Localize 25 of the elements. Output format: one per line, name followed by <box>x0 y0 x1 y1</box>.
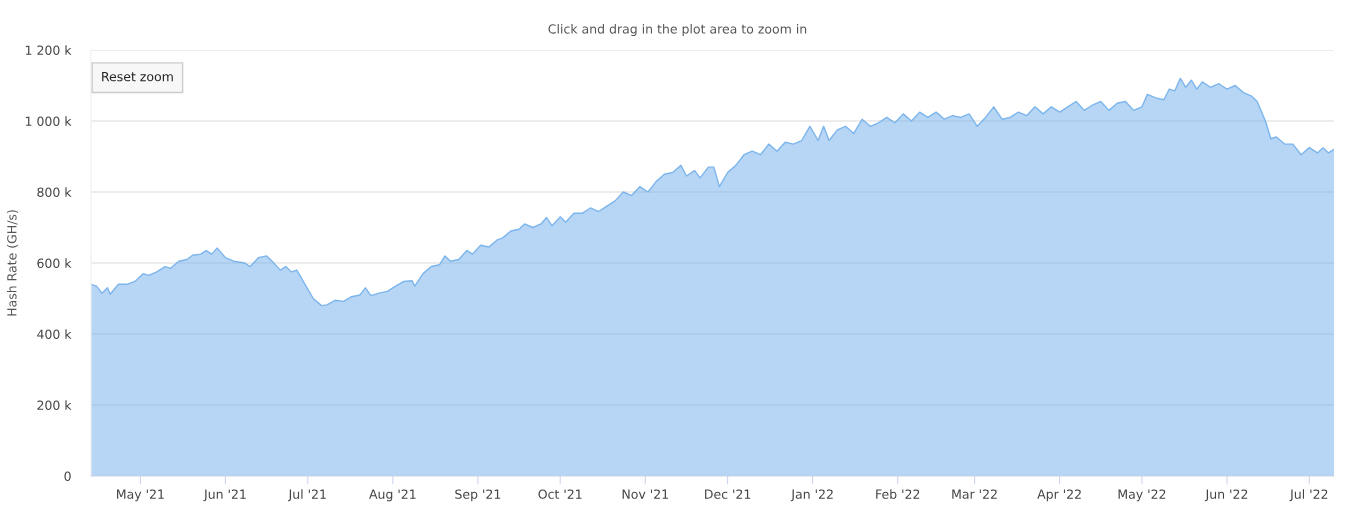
x-tick-label: Aug '21 <box>369 489 416 502</box>
x-tick-label: Nov '21 <box>622 489 668 499</box>
x-tick-label: Jan '22 <box>790 489 833 502</box>
x-tick-label: Jul '21 <box>287 489 326 502</box>
x-tick-label: Jun '21 <box>203 489 246 502</box>
x-tick-label: Apr '22 <box>1037 489 1081 502</box>
y-axis-title: Hash Rate (GH/s) <box>6 210 19 316</box>
x-tick-label: Jun '22 <box>1204 489 1248 502</box>
x-tick-label: Mar '22 <box>952 489 997 499</box>
x-tick-label: Dec '21 <box>705 489 751 499</box>
x-tick-label: Jul '22 <box>1289 489 1328 502</box>
y-tick-label: 800 k <box>37 187 72 197</box>
x-tick-label: May '22 <box>1118 489 1166 502</box>
y-tick-label: 200 k <box>37 400 72 410</box>
y-tick-label: 400 k <box>37 329 72 339</box>
y-tick-label: 1 200 k <box>25 45 72 55</box>
annotation: Reset zoom <box>102 72 173 82</box>
x-tick-label: Feb '22 <box>876 489 920 499</box>
x-tick-label: Sep '21 <box>455 489 501 502</box>
chart-subtitle: Click and drag in the plot area to zoom in <box>548 23 807 37</box>
y-tick-label: 0 <box>64 471 71 481</box>
y-tick-label: 600 k <box>37 258 72 268</box>
x-tick-label: Oct '21 <box>538 489 582 499</box>
x-tick-label: May '21 <box>117 489 164 502</box>
y-tick-label: 1 000 k <box>25 116 72 126</box>
